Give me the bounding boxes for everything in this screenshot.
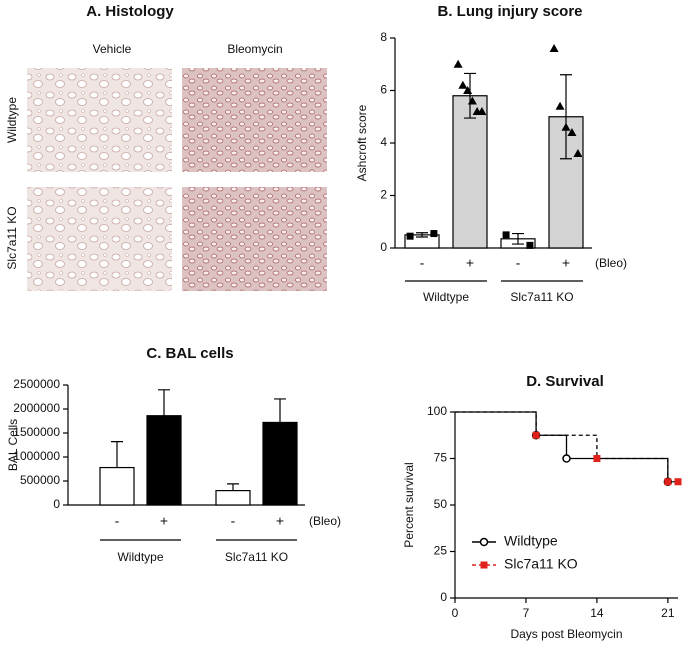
x-tick-label: - [115, 513, 120, 529]
error-bar [158, 389, 170, 416]
bar [99, 466, 135, 506]
y-tick-label: 2500000 [13, 377, 60, 391]
data-point [458, 80, 468, 89]
error-bar [111, 441, 123, 468]
column-label: Vehicle [93, 42, 132, 56]
panel-title: D. Survival [526, 373, 604, 390]
y-tick-label: 1000000 [13, 449, 60, 463]
x-tick-label: + [466, 255, 474, 271]
y-tick-label: 2 [380, 188, 387, 202]
data-point [549, 44, 559, 52]
x-tick-label: - [516, 255, 521, 271]
x-tick-label: + [160, 513, 168, 529]
y-axis-label: BAL Cells [6, 419, 20, 471]
y-axis-label: Ashcroft score [355, 104, 369, 181]
error-bar [464, 72, 476, 119]
survival-line [455, 411, 669, 482]
data-point [573, 149, 583, 157]
x-tick-label: 21 [661, 606, 675, 620]
censor-marker [664, 478, 672, 486]
data-point [477, 107, 487, 115]
censor-marker [674, 478, 682, 486]
group-label: Slc7a11 KO [510, 290, 573, 304]
histology-image [182, 68, 327, 172]
group-label: Slc7a11 KO [225, 550, 288, 564]
x-axis-label: Days post Bleomycin [510, 627, 622, 641]
y-tick-label: 50 [434, 497, 448, 511]
y-tick-label: 0 [53, 497, 60, 511]
error-bar [274, 398, 286, 423]
data-point [467, 96, 477, 105]
y-axis-label: Percent survival [402, 462, 416, 547]
group-label: Wildtype [423, 290, 469, 304]
error-bar [512, 232, 524, 245]
legend-label: Slc7a11 KO [504, 556, 578, 572]
bar [215, 490, 251, 506]
data-point [463, 86, 473, 94]
x-tick-label: + [562, 255, 570, 271]
group-label: Wildtype [117, 550, 163, 564]
bar [452, 95, 488, 249]
data-point [526, 241, 534, 249]
legend-label: Wildtype [504, 533, 558, 549]
data-point [561, 122, 571, 131]
x-tick-label: 0 [452, 606, 459, 620]
histology-image [27, 68, 172, 172]
x-tick-label: - [231, 513, 236, 529]
censor-marker [532, 431, 540, 439]
panel-title: A. Histology [86, 3, 174, 20]
x-tick-label: 7 [523, 606, 530, 620]
histology-image [27, 187, 172, 291]
panel-title: C. BAL cells [146, 345, 233, 362]
data-point [430, 230, 438, 238]
legend-marker [479, 537, 489, 547]
error-bar [227, 483, 239, 491]
data-point [453, 59, 463, 68]
x-tick-label: 14 [590, 606, 604, 620]
panel-title: B. Lung injury score [437, 3, 582, 20]
y-tick-label: 0 [440, 590, 447, 604]
column-label: Bleomycin [227, 42, 282, 56]
legend-marker [480, 561, 488, 569]
y-tick-label: 8 [380, 30, 387, 44]
annotation: (Bleo) [309, 514, 341, 528]
x-tick-label: + [276, 513, 284, 529]
data-point [502, 231, 510, 239]
y-tick-label: 500000 [20, 473, 60, 487]
censor-marker [593, 455, 601, 462]
y-tick-label: 4 [380, 135, 387, 149]
data-point [406, 232, 414, 240]
censor-marker [562, 454, 571, 463]
y-tick-label: 100 [427, 404, 447, 418]
y-tick-label: 0 [380, 240, 387, 254]
y-tick-label: 6 [380, 83, 387, 97]
bar [262, 421, 298, 506]
row-label: Wildtype [5, 97, 19, 143]
y-tick-label: 1500000 [13, 425, 60, 439]
y-tick-label: 75 [434, 451, 448, 465]
y-tick-label: 25 [434, 544, 448, 558]
error-bar [560, 74, 572, 160]
survival-line [455, 411, 678, 483]
row-label: Slc7a11 KO [5, 206, 19, 269]
bar [146, 415, 182, 506]
x-tick-label: - [420, 255, 425, 271]
data-point [555, 101, 565, 110]
error-bar [416, 232, 428, 238]
y-tick-label: 2000000 [13, 401, 60, 415]
annotation: (Bleo) [595, 256, 627, 270]
histology-image [182, 187, 327, 291]
data-point [567, 128, 577, 136]
